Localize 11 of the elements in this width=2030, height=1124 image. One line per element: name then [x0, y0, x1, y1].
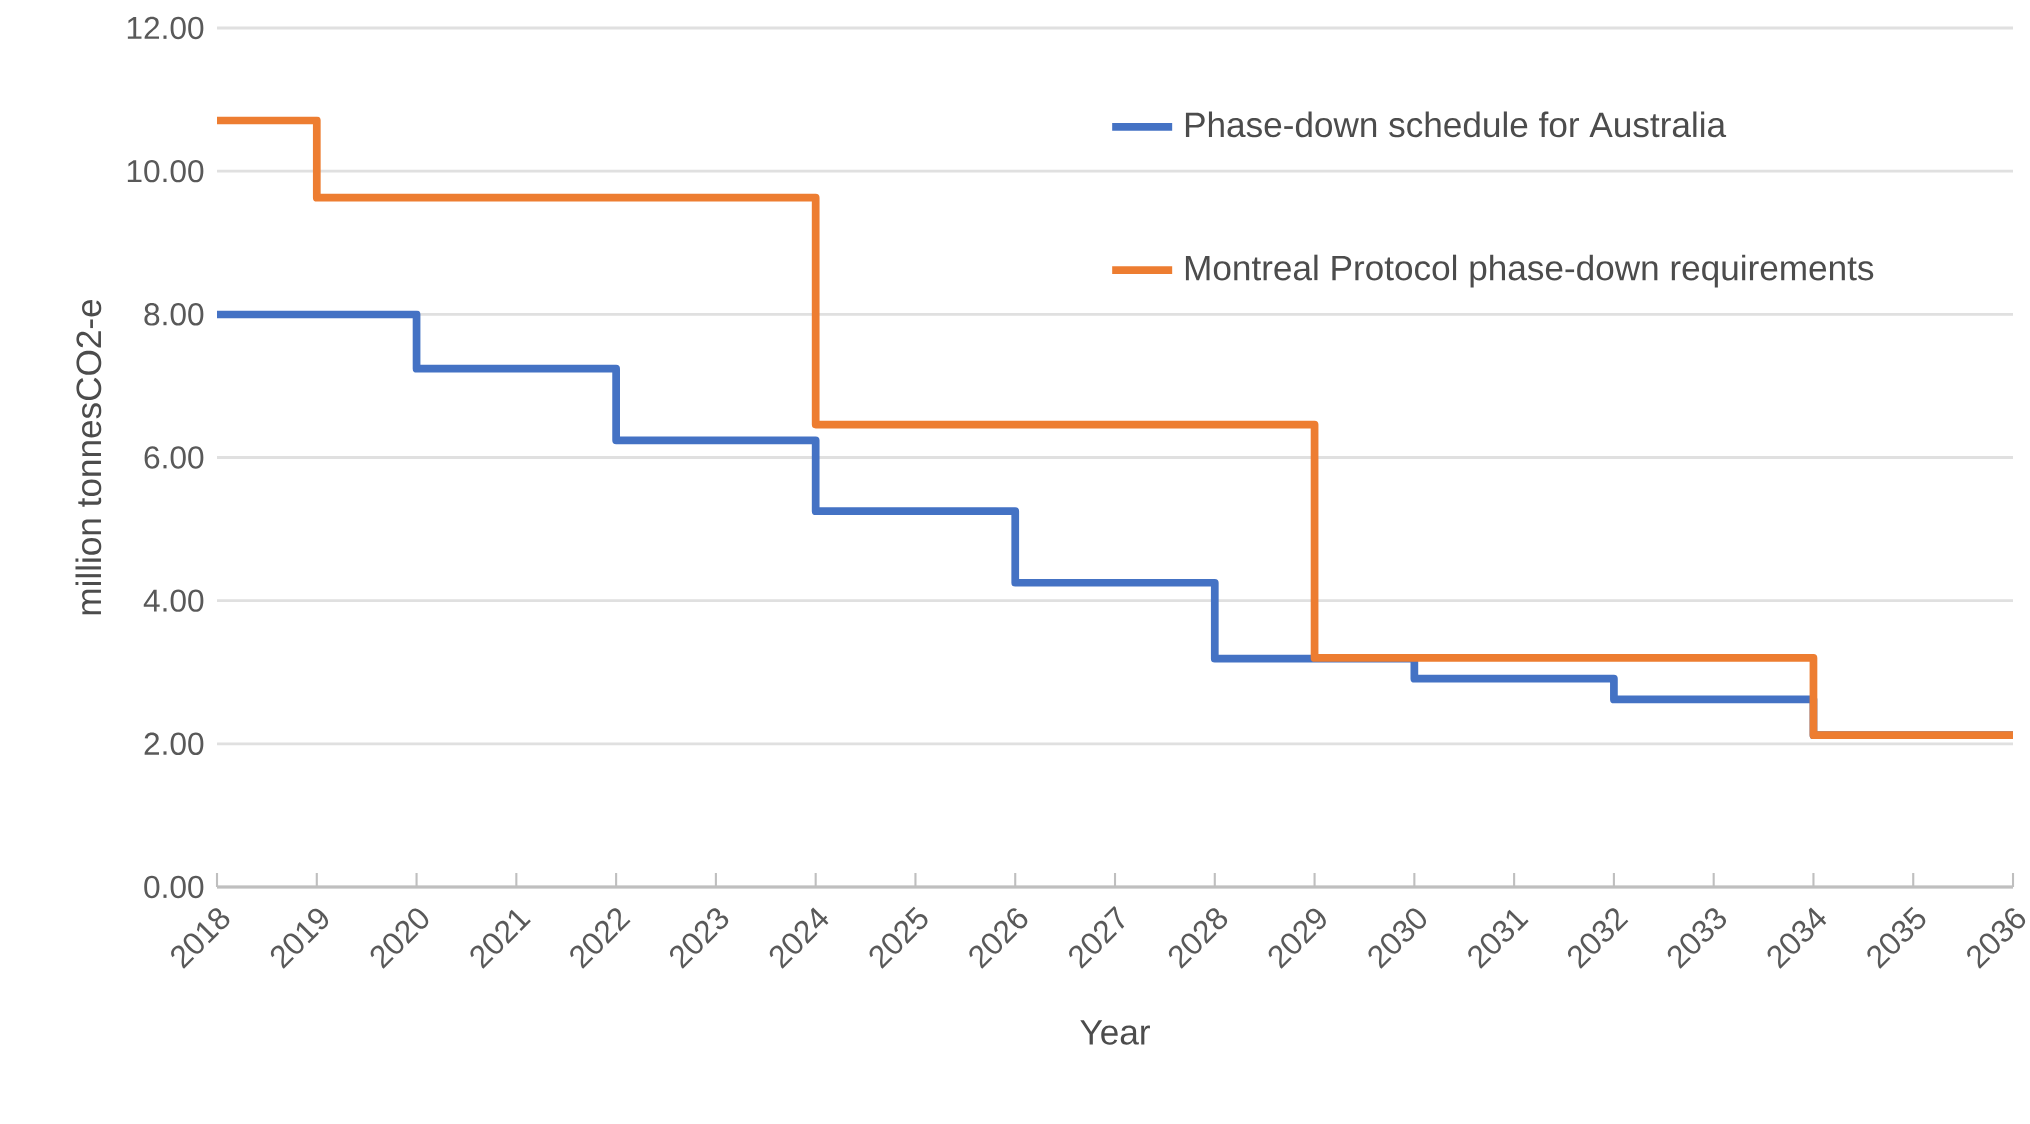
y-tick-label: 8.00 — [144, 303, 204, 326]
y-tick-label: 12.00 — [127, 16, 204, 40]
y-axis-title: million tonnesCO2-e — [75, 299, 102, 615]
y-tick-label: 6.00 — [144, 446, 204, 469]
y-tick-label: 4.00 — [143, 589, 204, 612]
y-tick-label: 2.00 — [144, 732, 204, 756]
x-axis-title: Year — [1080, 1020, 1150, 1045]
y-tick-label: 10.00 — [127, 159, 204, 183]
legend-label: Phase-down schedule for Australia — [1185, 111, 1727, 138]
legend-label: Montreal Protocol phase-down requirements — [1185, 254, 1874, 288]
y-tick-label: 0.00 — [144, 875, 204, 899]
